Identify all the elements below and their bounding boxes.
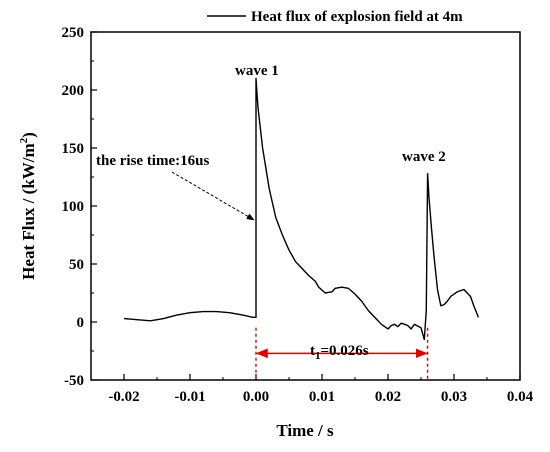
t1-label-subscript: 1 [315,350,321,362]
y-tick-label: 150 [62,141,85,157]
axis-tick-labels: -0.02 -0.01 0.00 0.01 0.02 0.03 0.04 -50 0 50 100 1… [62,25,534,405]
axis-ticks [90,31,521,381]
x-tick-label: 0.01 [309,389,335,405]
x-tick-label: 0.03 [441,389,467,405]
annotation-lines [171,171,429,380]
x-tick-label: -0.01 [174,389,205,405]
wave-2-label: wave 2 [402,149,446,165]
legend: Heat flux of explosion field at 4m [207,9,463,25]
series-line [123,77,480,341]
rise-time-label: the rise time:16us [96,153,209,169]
y-axis-title-tail: ) [19,132,38,138]
y-axis-title-main: Heat Flux / (kW/m [19,143,38,279]
x-tick-label: 0.04 [507,389,534,405]
x-axis-title: Time / s [276,421,334,440]
series-layer [123,77,480,341]
legend-label: Heat flux of explosion field at 4m [251,9,463,25]
y-tick-label: 50 [69,257,84,273]
wave-1-label: wave 1 [235,63,279,79]
t1-label: t1=0.026s [310,343,369,362]
y-tick-label: 200 [62,83,85,99]
y-tick-label: 250 [62,25,85,41]
y-tick-label: 100 [62,199,85,215]
x-tick-label: -0.02 [108,389,139,405]
x-tick-label: 0.02 [375,389,401,405]
t1-label-main: t [310,343,315,359]
y-tick-label: -50 [64,373,84,389]
y-axis-title-superscript: 2 [18,137,30,143]
x-tick-label: 0.00 [243,389,269,405]
plot-frame [90,31,521,381]
rise-time-arrow [171,171,255,221]
t1-label-value: =0.026s [321,343,369,359]
y-tick-label: 0 [77,315,85,331]
y-axis-title: Heat Flux / (kW/m2) [18,132,38,280]
